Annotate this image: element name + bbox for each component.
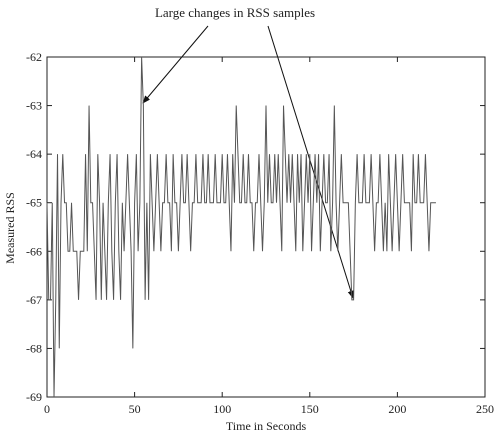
- x-tick-label: 200: [388, 402, 406, 416]
- x-tick-label: 250: [476, 402, 494, 416]
- x-tick-label: 50: [129, 402, 141, 416]
- y-tick-label: -67: [26, 293, 42, 307]
- annotation-arrow: [267, 25, 354, 299]
- y-tick-label: -66: [26, 244, 42, 258]
- annotation-arrow: [142, 25, 209, 104]
- y-tick-label: -65: [26, 196, 42, 210]
- y-tick-label: -62: [26, 50, 42, 64]
- y-tick-label: -64: [26, 147, 42, 161]
- y-tick-label: -63: [26, 99, 42, 113]
- y-tick-label: -68: [26, 341, 42, 355]
- x-tick-label: 0: [44, 402, 50, 416]
- x-tick-label: 150: [301, 402, 319, 416]
- x-tick-label: 100: [213, 402, 231, 416]
- line-series: [46, 56, 436, 398]
- x-axis-label: Time in Seconds: [226, 419, 307, 433]
- annotation: Large changes in RSS samples: [155, 5, 315, 20]
- y-tick-label: -69: [26, 390, 42, 404]
- y-axis-label: Measured RSS: [3, 192, 17, 264]
